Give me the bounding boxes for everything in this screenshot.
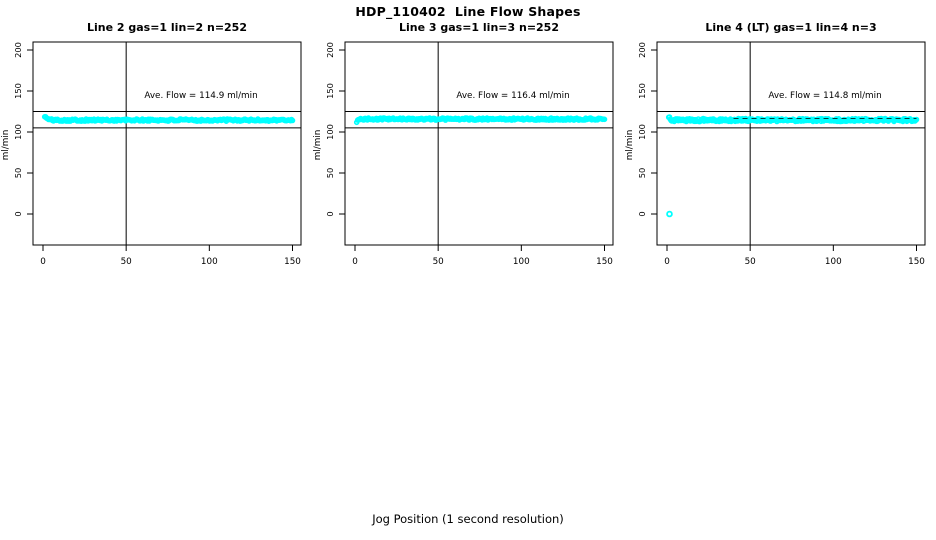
plot-box: [344, 41, 614, 246]
scatter-points: [665, 114, 920, 125]
x-axis-tick-label: 0: [664, 257, 670, 267]
y-axis-tick-label: 50: [637, 168, 647, 179]
plot-box: [656, 41, 926, 246]
y-axis-tick-label: 200: [13, 42, 23, 58]
y-axis-tick-label: 150: [325, 83, 335, 99]
ave-flow-annotation: Ave. Flow = 116.4 ml/min: [456, 91, 569, 101]
x-axis-tick-label: 100: [825, 257, 842, 267]
y-axis-tick-label: 200: [637, 42, 647, 58]
panels-row: Line 2 gas=1 lin=2 n=252 0 50 100 150 200 ml/m…: [1, 21, 926, 267]
x-axis-tick-label: 150: [908, 257, 925, 267]
y-axis-tick-label: 150: [13, 83, 23, 99]
y-axis-tick-label: 150: [637, 83, 647, 99]
panel-title: Line 3 gas=1 lin=3 n=252: [399, 21, 559, 34]
scatter-point: [601, 116, 608, 123]
scatter-point: [913, 116, 920, 123]
panel-line4-plot: Line 4 (LT) gas=1 lin=4 n=3 0 50 100 150 200 m…: [625, 21, 926, 267]
y-axis-label: ml/min: [1, 130, 11, 161]
y-axis-tick-label: 0: [13, 211, 23, 216]
ave-flow-annotation: Ave. Flow = 114.8 ml/min: [768, 91, 881, 101]
x-axis-tick-label: 100: [513, 257, 530, 267]
scatter-points: [41, 114, 296, 124]
plot-box: [32, 41, 302, 246]
y-axis-tick-label: 50: [13, 168, 23, 179]
x-axis-tick-label: 0: [40, 257, 46, 267]
x-axis-tick-label: 0: [352, 257, 358, 267]
scatter-points: [353, 115, 608, 126]
ave-flow-annotation: Ave. Flow = 114.9 ml/min: [144, 91, 257, 101]
y-axis-tick-label: 200: [325, 42, 335, 58]
y-axis-tick-label: 50: [325, 168, 335, 179]
panel-line2-plot: Line 2 gas=1 lin=2 n=252 0 50 100 150 200 ml/m…: [1, 21, 302, 267]
y-axis-label: ml/min: [625, 130, 635, 161]
x-axis-tick-label: 150: [284, 257, 301, 267]
figure-title: HDP_110402 Line Flow Shapes: [355, 4, 581, 19]
x-axis-tick-label: 50: [745, 257, 757, 267]
panel-title: Line 2 gas=1 lin=2 n=252: [87, 21, 247, 34]
x-axis-shared-label: Jog Position (1 second resolution): [372, 512, 564, 526]
y-axis-tick-label: 100: [325, 124, 335, 140]
x-axis-tick-label: 150: [596, 257, 613, 267]
y-axis-label: ml/min: [313, 130, 323, 161]
y-axis-tick-label: 100: [637, 124, 647, 140]
x-axis-tick-label: 50: [121, 257, 133, 267]
y-axis-tick-label: 0: [325, 211, 335, 216]
scatter-point: [289, 117, 296, 124]
x-axis-tick-label: 50: [433, 257, 445, 267]
x-axis-tick-label: 100: [201, 257, 218, 267]
panel-title: Line 4 (LT) gas=1 lin=4 n=3: [705, 21, 876, 34]
panel-line3-plot: Line 3 gas=1 lin=3 n=252 0 50 100 150 200 ml/m…: [313, 21, 614, 267]
y-axis-tick-label: 100: [13, 124, 23, 140]
outlier-point: [666, 210, 673, 218]
y-axis-tick-label: 0: [637, 211, 647, 216]
